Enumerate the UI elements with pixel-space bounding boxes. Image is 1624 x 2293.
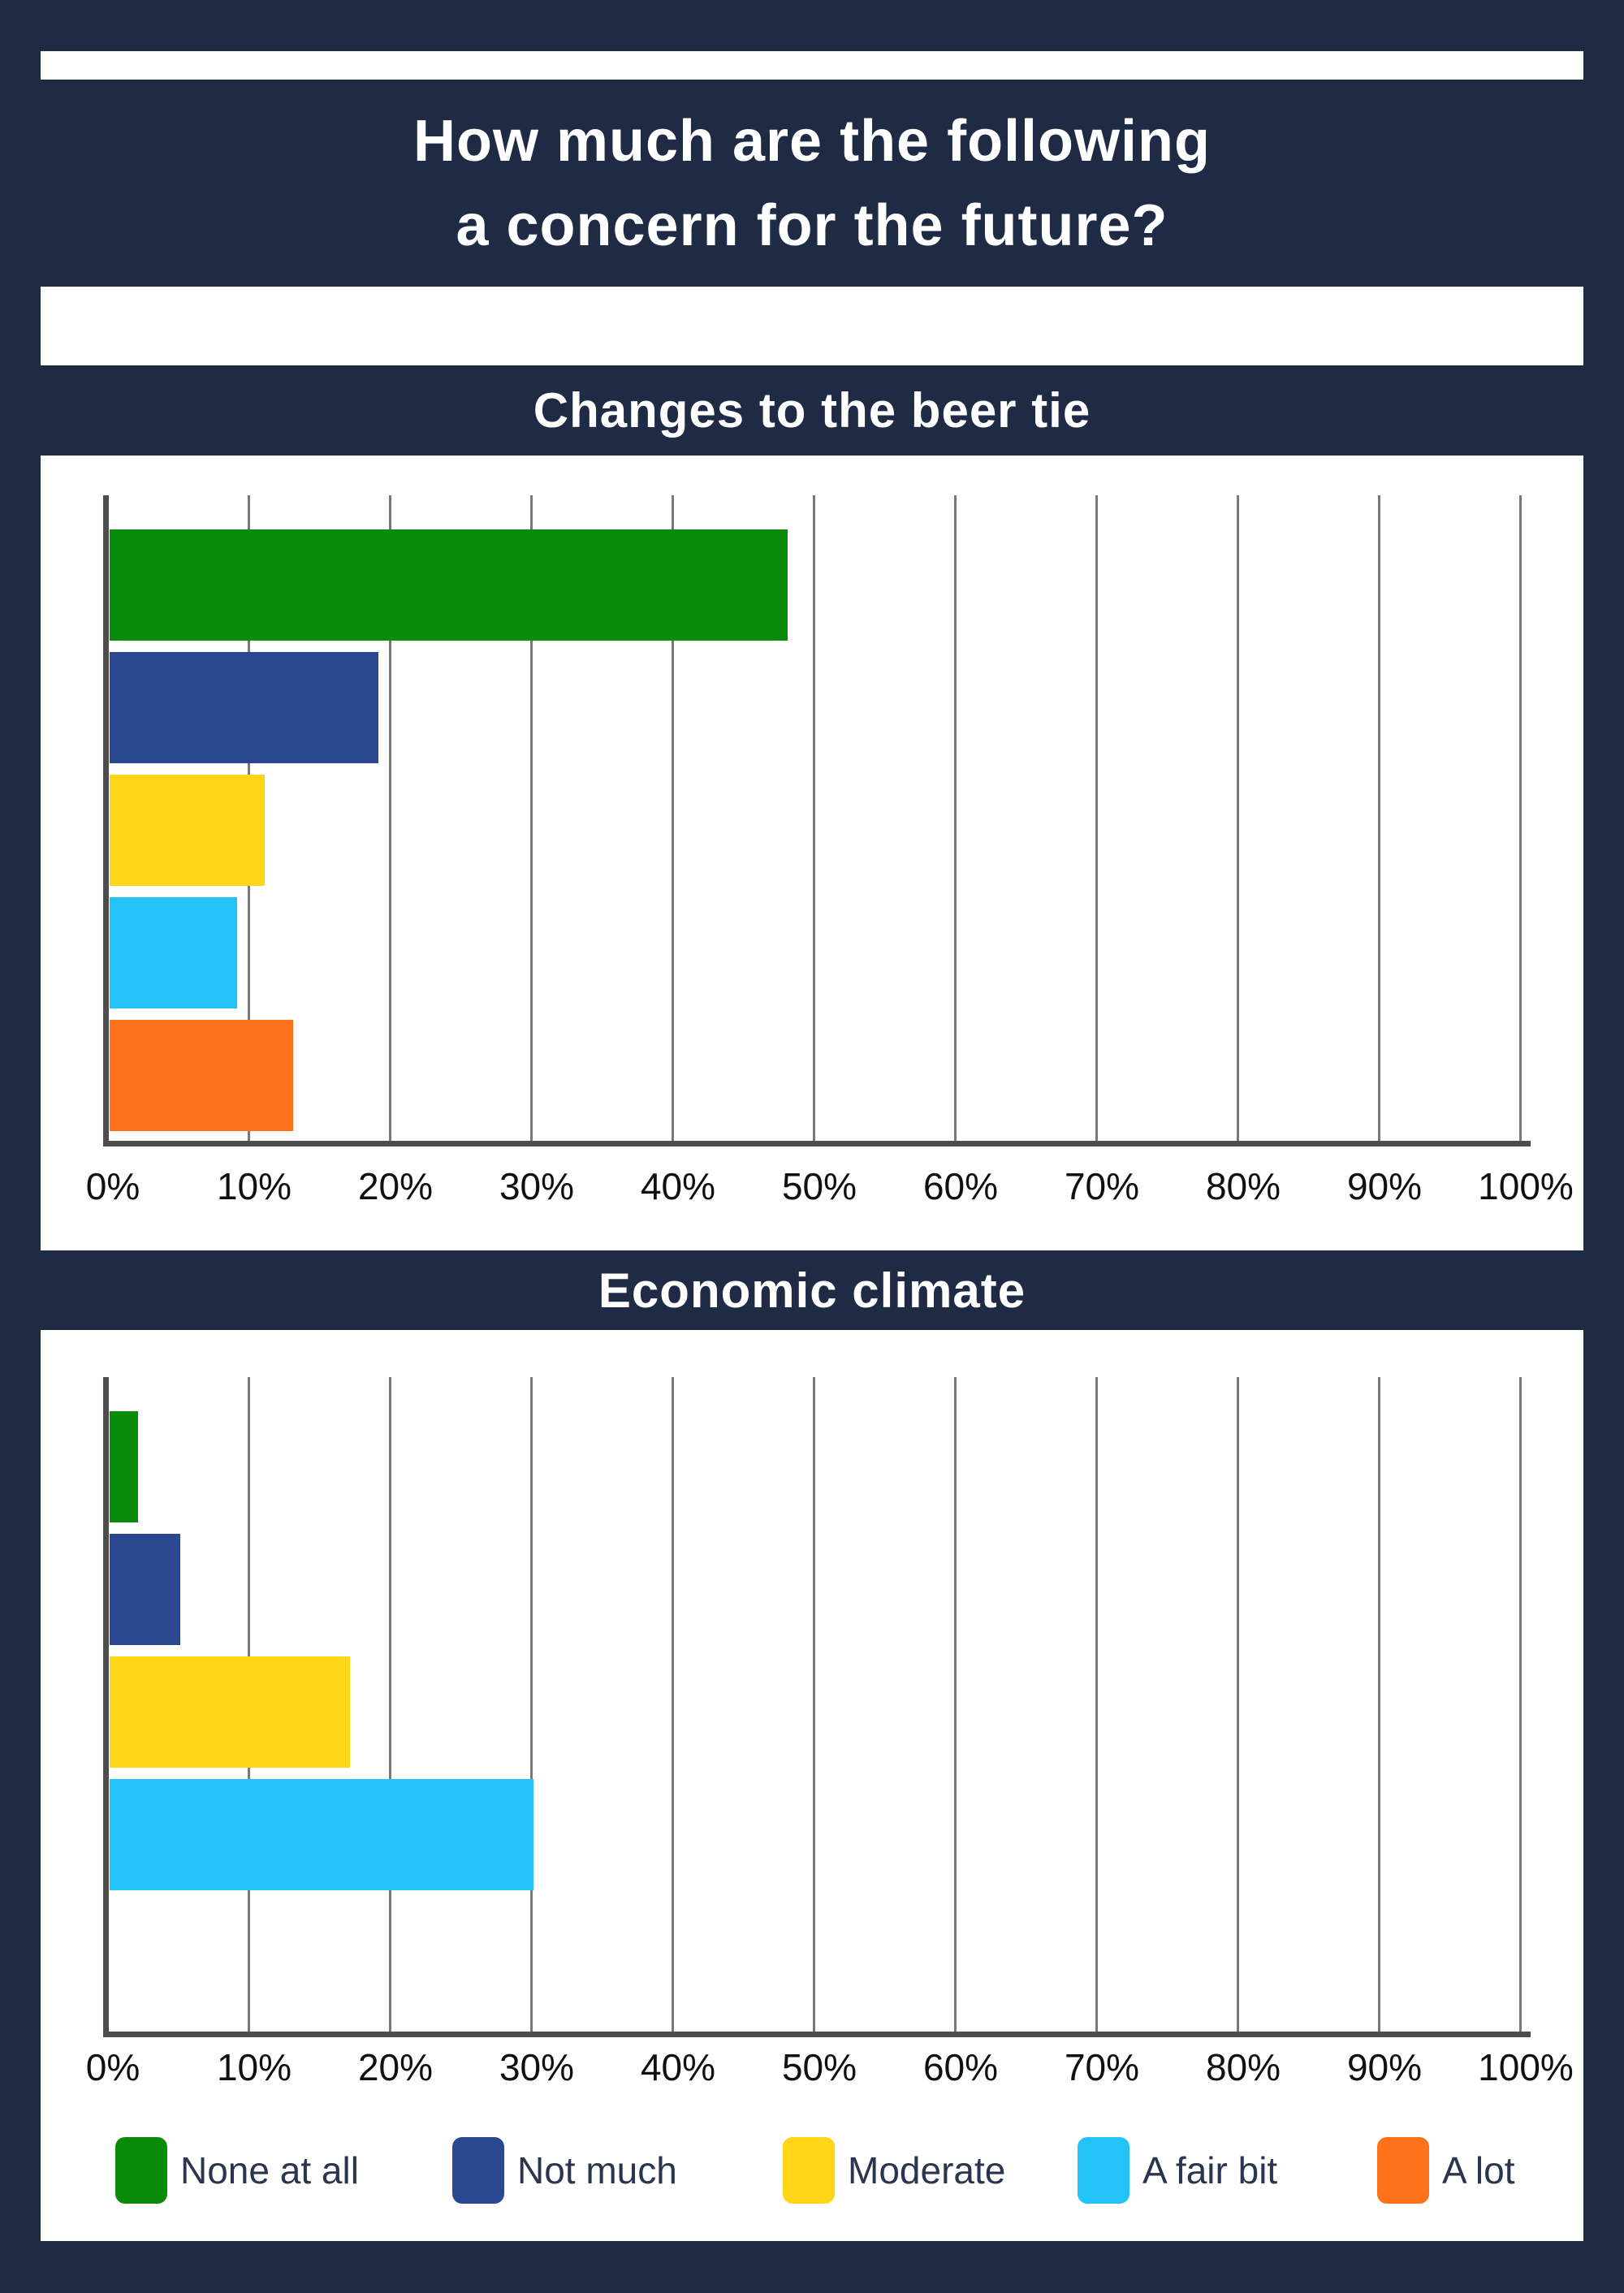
legend-item-none-at-all: None at all	[115, 2137, 359, 2204]
legend-label: A lot	[1442, 2149, 1515, 2192]
legend-swatch	[1078, 2137, 1129, 2204]
bar-a-fair-bit	[110, 897, 237, 1008]
x-tick-label: 70%	[1064, 1165, 1140, 1207]
legend-label: Not much	[517, 2149, 677, 2192]
x-tick-label: 30%	[499, 2046, 575, 2088]
x-tick-label: 100%	[1478, 1165, 1574, 1207]
page-title-line1: How much are the following	[412, 108, 1212, 174]
x-tick-label: 0%	[85, 2046, 140, 2088]
legend-swatch	[452, 2137, 504, 2204]
chart1-plot: 0% 10% 20% 30% 40% 50% 60% 70% 80% 90% 100%	[41, 456, 1583, 1250]
chart2-panel: 0% 10% 20% 30% 40% 50% 60% 70% 80% 90% 100% None a…	[41, 1330, 1583, 2241]
gridline-50%	[813, 495, 815, 1141]
gridline-70%	[1095, 1377, 1098, 2032]
bar-none-at-all	[110, 1411, 138, 1522]
gridline-80%	[1237, 1377, 1239, 2032]
x-tick-label: 70%	[1064, 2046, 1140, 2088]
page-title-line2: a concern for the future?	[456, 192, 1168, 258]
x-tick-label: 10%	[216, 1165, 292, 1207]
chart2-plot: 0% 10% 20% 30% 40% 50% 60% 70% 80% 90% 100%	[41, 1330, 1583, 2241]
gridline-20%	[389, 495, 391, 1141]
legend-swatch	[783, 2137, 835, 2204]
legend-label: A fair bit	[1142, 2149, 1278, 2192]
gridline-60%	[954, 1377, 957, 2032]
x-tick-label: 60%	[922, 1165, 999, 1207]
gridline-80%	[1237, 495, 1239, 1141]
gridline-40%	[672, 1377, 674, 2032]
gridline-100%	[1519, 495, 1522, 1141]
bar-not-much	[110, 652, 378, 763]
gridline-30%	[530, 1377, 533, 2032]
chart2-title: Economic climate	[598, 1263, 1026, 1318]
x-tick-label: 30%	[499, 1165, 575, 1207]
y-axis-line	[103, 495, 109, 1141]
x-tick-label: 60%	[922, 2046, 999, 2088]
x-tick-label: 90%	[1346, 2046, 1423, 2088]
legend-swatch	[1377, 2137, 1429, 2204]
gridline-90%	[1378, 495, 1380, 1141]
bar-moderate	[110, 1656, 350, 1768]
gridline-30%	[530, 495, 533, 1141]
gridline-70%	[1095, 495, 1098, 1141]
page-title: How much are the following a concern for…	[0, 80, 1624, 287]
gridline-50%	[813, 1377, 815, 2032]
legend: None at all Not much Moderate A fair bit A l…	[41, 2137, 1583, 2204]
x-tick-label: 100%	[1478, 2046, 1574, 2088]
x-tick-label: 80%	[1205, 1165, 1281, 1207]
bar-none-at-all	[110, 529, 788, 641]
top-divider-band	[41, 51, 1583, 80]
x-axis-line	[103, 2032, 1531, 2037]
x-tick-label: 20%	[357, 2046, 434, 2088]
legend-item-not-much: Not much	[452, 2137, 677, 2204]
x-tick-label: 10%	[216, 2046, 292, 2088]
legend-item-a-fair-bit: A fair bit	[1078, 2137, 1277, 2204]
chart1-title: Changes to the beer tie	[533, 383, 1091, 438]
x-tick-label: 0%	[85, 1165, 140, 1207]
legend-swatch	[115, 2137, 167, 2204]
legend-item-a-lot: A lot	[1377, 2137, 1515, 2204]
gridline-90%	[1378, 1377, 1380, 2032]
x-tick-label: 50%	[781, 2046, 857, 2088]
gridline-40%	[672, 495, 674, 1141]
bar-not-much	[110, 1534, 180, 1645]
x-axis-line	[103, 1141, 1531, 1146]
bar-a-lot	[110, 1020, 293, 1131]
legend-label: None at all	[180, 2149, 359, 2192]
x-tick-label: 50%	[781, 1165, 857, 1207]
bar-moderate	[110, 775, 265, 886]
gridline-60%	[954, 495, 957, 1141]
gridline-100%	[1519, 1377, 1522, 2032]
legend-item-moderate: Moderate	[783, 2137, 1005, 2204]
chart1-panel: 0% 10% 20% 30% 40% 50% 60% 70% 80% 90% 100%	[41, 456, 1583, 1250]
legend-label: Moderate	[848, 2149, 1006, 2192]
x-tick-label: 40%	[640, 1165, 716, 1207]
gridline-20%	[389, 1377, 391, 2032]
x-tick-label: 80%	[1205, 2046, 1281, 2088]
x-tick-label: 20%	[357, 1165, 434, 1207]
bar-a-fair-bit	[110, 1779, 533, 1890]
x-tick-label: 40%	[640, 2046, 716, 2088]
x-tick-label: 90%	[1346, 1165, 1423, 1207]
title-divider-band	[41, 287, 1583, 365]
y-axis-line	[103, 1377, 109, 2032]
